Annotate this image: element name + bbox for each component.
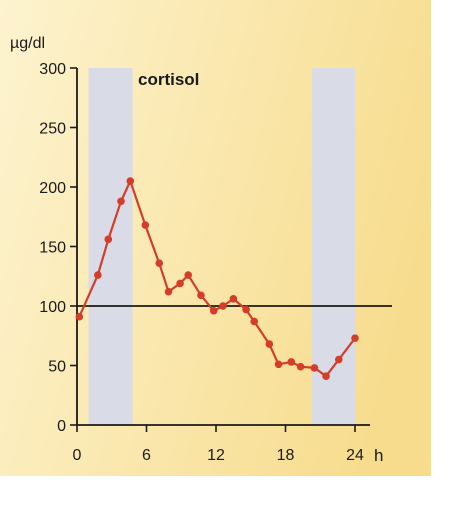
y-tick-label-250: 250	[39, 121, 66, 138]
x-axis-label: h	[374, 446, 383, 465]
x-tick-label-18: 18	[277, 447, 295, 464]
y-tick-label-300: 300	[39, 61, 66, 78]
shaded-bands	[88, 68, 355, 425]
x-tick-label-12: 12	[207, 447, 225, 464]
data-point-11	[197, 291, 205, 300]
data-point-20	[296, 362, 305, 371]
data-point-8	[164, 287, 173, 296]
y-axis-label: µg/dl	[10, 35, 45, 52]
x-tick-label-6: 6	[142, 447, 151, 464]
data-point-22	[322, 372, 330, 381]
data-point-7	[155, 259, 164, 267]
data-point-9	[176, 279, 184, 288]
y-tick-label-0: 0	[57, 418, 66, 435]
y-tick-label-200: 200	[39, 180, 66, 197]
data-point-17	[265, 340, 274, 348]
series-layer	[75, 177, 359, 381]
data-point-18	[274, 360, 283, 369]
data-point-16	[250, 317, 259, 326]
data-point-2	[94, 271, 102, 279]
data-point-23	[334, 355, 343, 364]
paper-edge-bottom	[0, 476, 457, 501]
data-point-3	[104, 235, 113, 244]
data-point-24	[351, 334, 359, 342]
data-point-19	[287, 358, 296, 366]
chart-title: cortisol	[138, 70, 199, 89]
data-point-12	[209, 306, 218, 315]
paper-edge-right	[431, 0, 457, 501]
x-tick-label-24: 24	[346, 447, 364, 464]
data-point-13	[219, 302, 227, 310]
y-tick-label-150: 150	[39, 240, 66, 257]
data-point-21	[310, 364, 319, 372]
data-point-6	[141, 221, 150, 229]
data-point-14	[229, 295, 238, 303]
x-tick-label-0: 0	[73, 447, 82, 464]
axes: 0 50 100 150 200 250 300 0 6 12 18 24	[39, 61, 370, 464]
data-point-4	[117, 197, 125, 206]
data-point-15	[242, 305, 250, 314]
shaded-band-1	[88, 68, 133, 425]
y-tick-label-100: 100	[39, 299, 66, 316]
data-point-10	[184, 271, 192, 279]
y-tick-label-50: 50	[48, 359, 66, 376]
data-point-5	[126, 177, 135, 185]
data-point-1	[75, 312, 84, 321]
